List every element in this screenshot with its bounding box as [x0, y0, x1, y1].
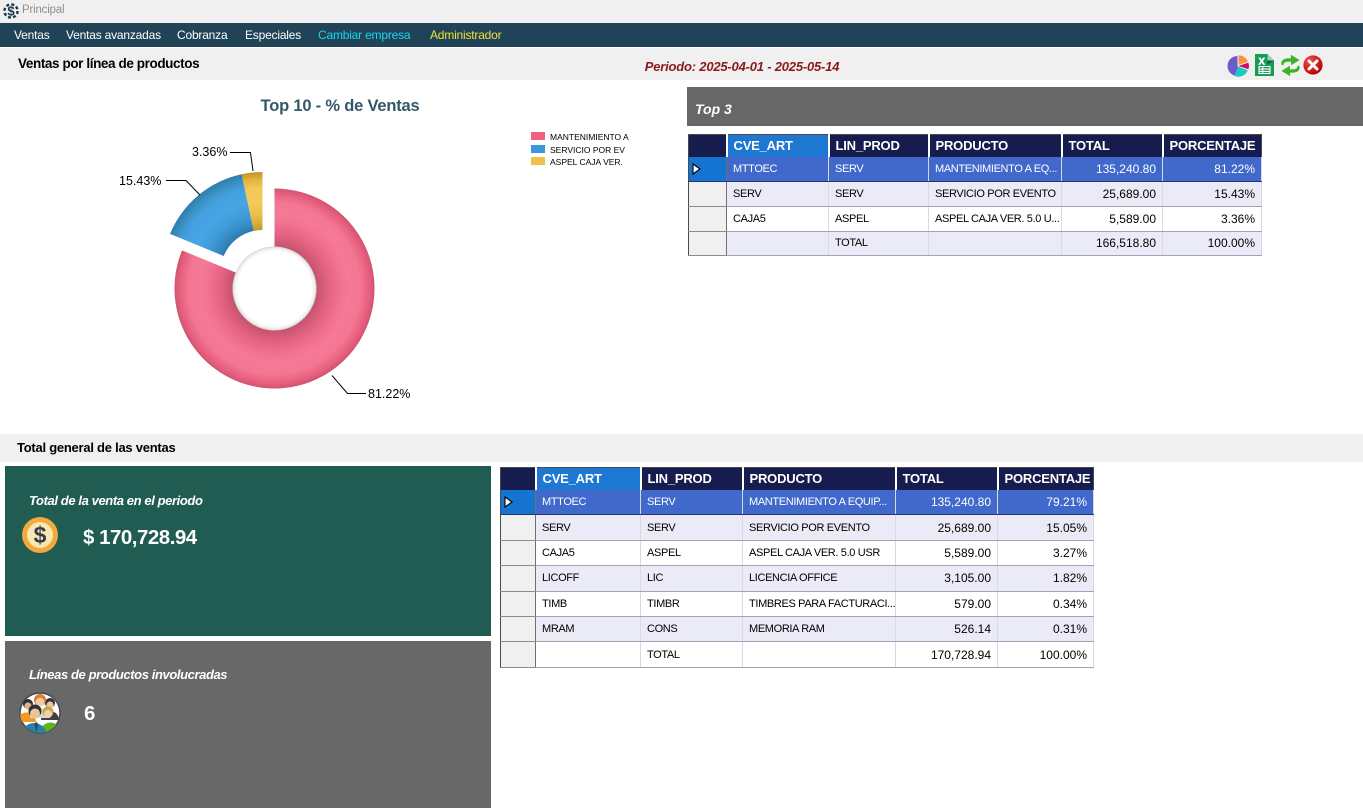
- svg-text:$: $: [7, 4, 15, 19]
- svg-text:$: $: [34, 522, 47, 548]
